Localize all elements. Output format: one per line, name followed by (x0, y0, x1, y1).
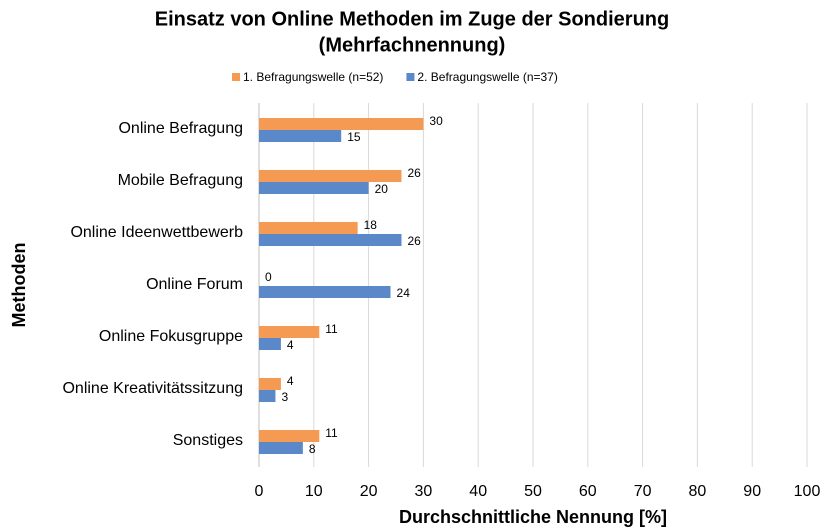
x-tick-label: 60 (579, 483, 597, 500)
data-label: 26 (407, 234, 421, 248)
data-label: 0 (265, 270, 272, 284)
y-axis-label: Methoden (9, 243, 29, 328)
chart-title: Einsatz von Online Methoden im Zuge der … (155, 8, 669, 30)
legend-label: 1. Befragungswelle (n=52) (243, 70, 383, 84)
bar (259, 326, 320, 338)
bar (259, 430, 320, 442)
x-tick-label: 0 (255, 483, 264, 500)
data-label: 24 (397, 286, 411, 300)
bar (259, 286, 391, 298)
bar (259, 222, 358, 234)
data-label: 20 (375, 182, 389, 196)
x-axis-label: Durchschnittliche Nennung [%] (399, 507, 667, 527)
data-label: 26 (407, 166, 421, 180)
y-tick-label: Sonstiges (173, 432, 243, 449)
bar (259, 182, 369, 194)
y-tick-label: Online Ideenwettbewerb (70, 224, 243, 241)
x-tick-label: 30 (415, 483, 433, 500)
x-tick-label: 100 (794, 483, 821, 500)
chart-title: (Mehrfachnennung) (319, 34, 506, 56)
x-tick-label: 20 (360, 483, 378, 500)
data-label: 11 (325, 426, 338, 440)
data-label: 15 (347, 130, 361, 144)
y-tick-label: Online Befragung (118, 120, 243, 137)
bar (259, 338, 281, 350)
data-label: 8 (309, 442, 316, 456)
bar (259, 234, 402, 246)
x-tick-label: 80 (689, 483, 707, 500)
y-tick-label: Online Forum (146, 276, 243, 293)
x-tick-label: 40 (469, 483, 487, 500)
data-label: 3 (281, 390, 288, 404)
x-tick-label: 70 (634, 483, 652, 500)
bar (259, 390, 276, 402)
data-label: 4 (287, 374, 294, 388)
bar (259, 170, 402, 182)
y-tick-label: Online Fokusgruppe (99, 328, 243, 345)
bar (259, 130, 342, 142)
data-label: 18 (364, 218, 378, 232)
y-tick-label: Online Kreativitätssitzung (62, 380, 243, 397)
x-tick-label: 50 (524, 483, 542, 500)
x-tick-label: 90 (743, 483, 761, 500)
data-label: 30 (429, 114, 443, 128)
legend-swatch (406, 73, 415, 81)
y-tick-label: Mobile Befragung (118, 172, 243, 189)
x-tick-label: 10 (305, 483, 323, 500)
bar (259, 118, 424, 130)
bar (259, 442, 303, 454)
data-label: 11 (325, 322, 338, 336)
legend-swatch (232, 73, 240, 81)
data-label: 4 (287, 338, 294, 352)
legend-label: 2. Befragungswelle (n=37) (417, 70, 557, 84)
bar (259, 378, 281, 390)
